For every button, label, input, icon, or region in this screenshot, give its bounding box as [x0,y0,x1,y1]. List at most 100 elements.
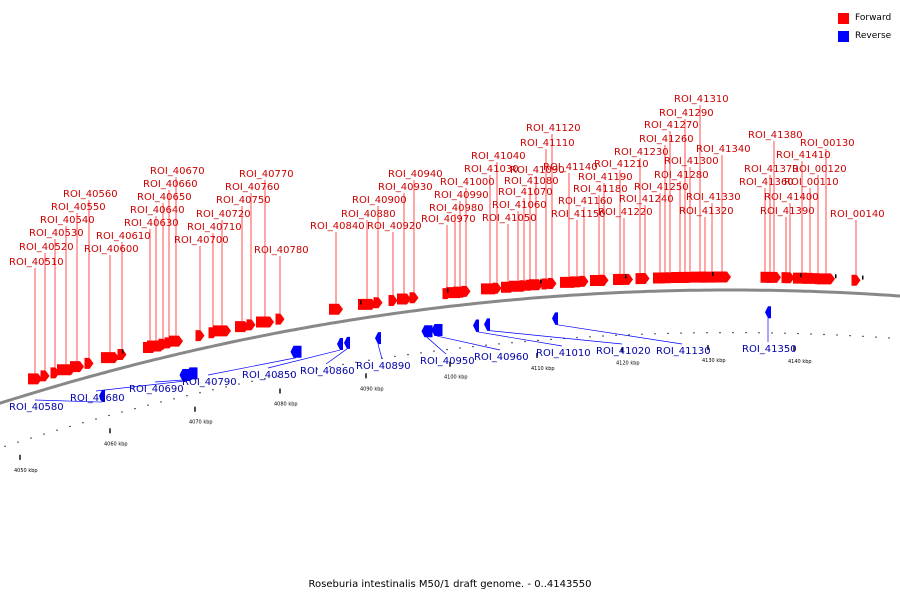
reverse-gene-arrow [552,312,558,325]
minor-tick [277,375,279,377]
reverse-gene-label: ROI_40960 [474,352,529,363]
forward-gene-arrow [767,271,781,283]
forward-gene-label: ROI_41050 [482,213,537,224]
tick-label: 4140 kbp [788,359,812,365]
forward-gene-label: ROI_41220 [598,207,653,218]
minor-tick [212,389,214,391]
forward-gene-label: ROI_40540 [40,215,95,226]
forward-gene-arrow [529,279,543,291]
minor-tick [264,378,266,380]
forward-gene-label: ROI_41120 [526,123,581,134]
minor-tick [537,339,539,341]
minor-tick [186,395,188,397]
major-tick [793,345,795,351]
minor-tick [329,366,331,368]
reverse-gene-arrow [186,367,198,380]
forward-gene-label: ROI_41030 [464,164,519,175]
forward-gene-label: ROI_41290 [659,108,714,119]
feature-marker [712,272,714,277]
forward-gene-label: ROI_41060 [492,200,547,211]
forward-gene-arrow [195,330,205,342]
minor-tick [394,355,396,358]
forward-gene-arrow [213,325,231,337]
forward-gene-arrow [547,278,557,290]
minor-tick [160,401,162,403]
minor-tick [888,337,890,339]
minor-tick [498,343,500,345]
forward-gene-label: ROI_41150 [551,209,606,220]
minor-tick [290,373,292,375]
forward-gene-label: ROI_41380 [748,130,803,141]
minor-tick [719,332,721,334]
minor-tick [4,445,6,447]
minor-tick [342,363,344,366]
forward-gene-label: ROI_40650 [137,192,192,203]
minor-tick [108,414,110,417]
tick-label: 4050 kbp [14,468,38,474]
feature-marker [835,274,837,279]
minor-tick [420,352,422,354]
minor-tick [43,433,45,435]
minor-tick [550,338,552,340]
forward-gene-label: ROI_41140 [543,162,598,173]
forward-gene-arrow [256,316,274,328]
minor-tick [407,353,409,356]
forward-gene-label: ROI_41240 [619,194,674,205]
minor-tick [485,344,487,346]
map-caption: Roseburia intestinalis M50/1 draft genom… [308,579,592,590]
minor-tick [147,404,149,406]
forward-gene-label: ROI_40840 [310,221,365,232]
forward-gene-label: ROI_40660 [143,179,198,190]
major-tick [365,373,367,379]
reverse-gene-arrow [473,319,479,332]
minor-tick [472,345,474,348]
minor-tick [862,335,864,337]
forward-gene-arrow [388,295,398,307]
reverse-swatch [838,30,849,42]
forward-gene-arrow [579,275,589,287]
forward-gene-label: ROI_40510 [9,257,64,268]
minor-tick [758,332,760,334]
forward-gene-label: ROI_41340 [696,144,751,155]
forward-gene-arrow [461,285,471,297]
forward-gene-label: ROI_40760 [225,182,280,193]
minor-tick [511,342,513,344]
forward-gene-label: ROI_41300 [664,156,719,167]
reverse-gene-arrow [431,324,443,337]
forward-gene-arrow [492,282,502,294]
minor-tick [667,332,669,335]
minor-tick [797,332,799,335]
reverse-gene-arrow [99,390,105,403]
forward-gene-label: ROI_41330 [686,192,741,203]
forward-gene-label: ROI_40670 [150,166,205,177]
forward-gene-arrow [615,273,633,285]
tick-label: 4070 kbp [189,420,213,426]
reverse-gene-label: ROI_40950 [420,356,475,367]
forward-gene-label: ROI_40930 [378,182,433,193]
forward-gene-arrow [117,349,127,361]
forward-gene-label: ROI_40920 [367,221,422,232]
major-tick [621,347,623,353]
reverse-gene-label: ROI_40850 [242,370,297,381]
minor-tick [771,332,773,334]
major-tick [279,388,281,394]
forward-gene-arrow [373,297,383,309]
tick-label: 4130 kbp [702,358,726,364]
minor-tick [121,411,123,413]
forward-gene-arrow [397,293,411,305]
minor-tick [225,386,227,388]
tick-label: 4110 kbp [531,366,555,372]
genome-backbone [0,288,900,405]
forward-gene-label: ROI_41160 [558,196,613,207]
forward-gene-label: ROI_40880 [341,209,396,220]
forward-gene-label: ROI_41070 [498,187,553,198]
minor-tick [355,361,357,363]
forward-gene-arrow [713,271,731,283]
forward-gene-label: ROI_41250 [634,182,689,193]
label-leader [267,349,341,369]
forward-swatch [838,12,849,24]
forward-gene-label: ROI_41400 [764,192,819,203]
forward-gene-label: ROI_41090 [510,165,565,176]
reverse-gene-label: ROI_40580 [9,402,64,413]
